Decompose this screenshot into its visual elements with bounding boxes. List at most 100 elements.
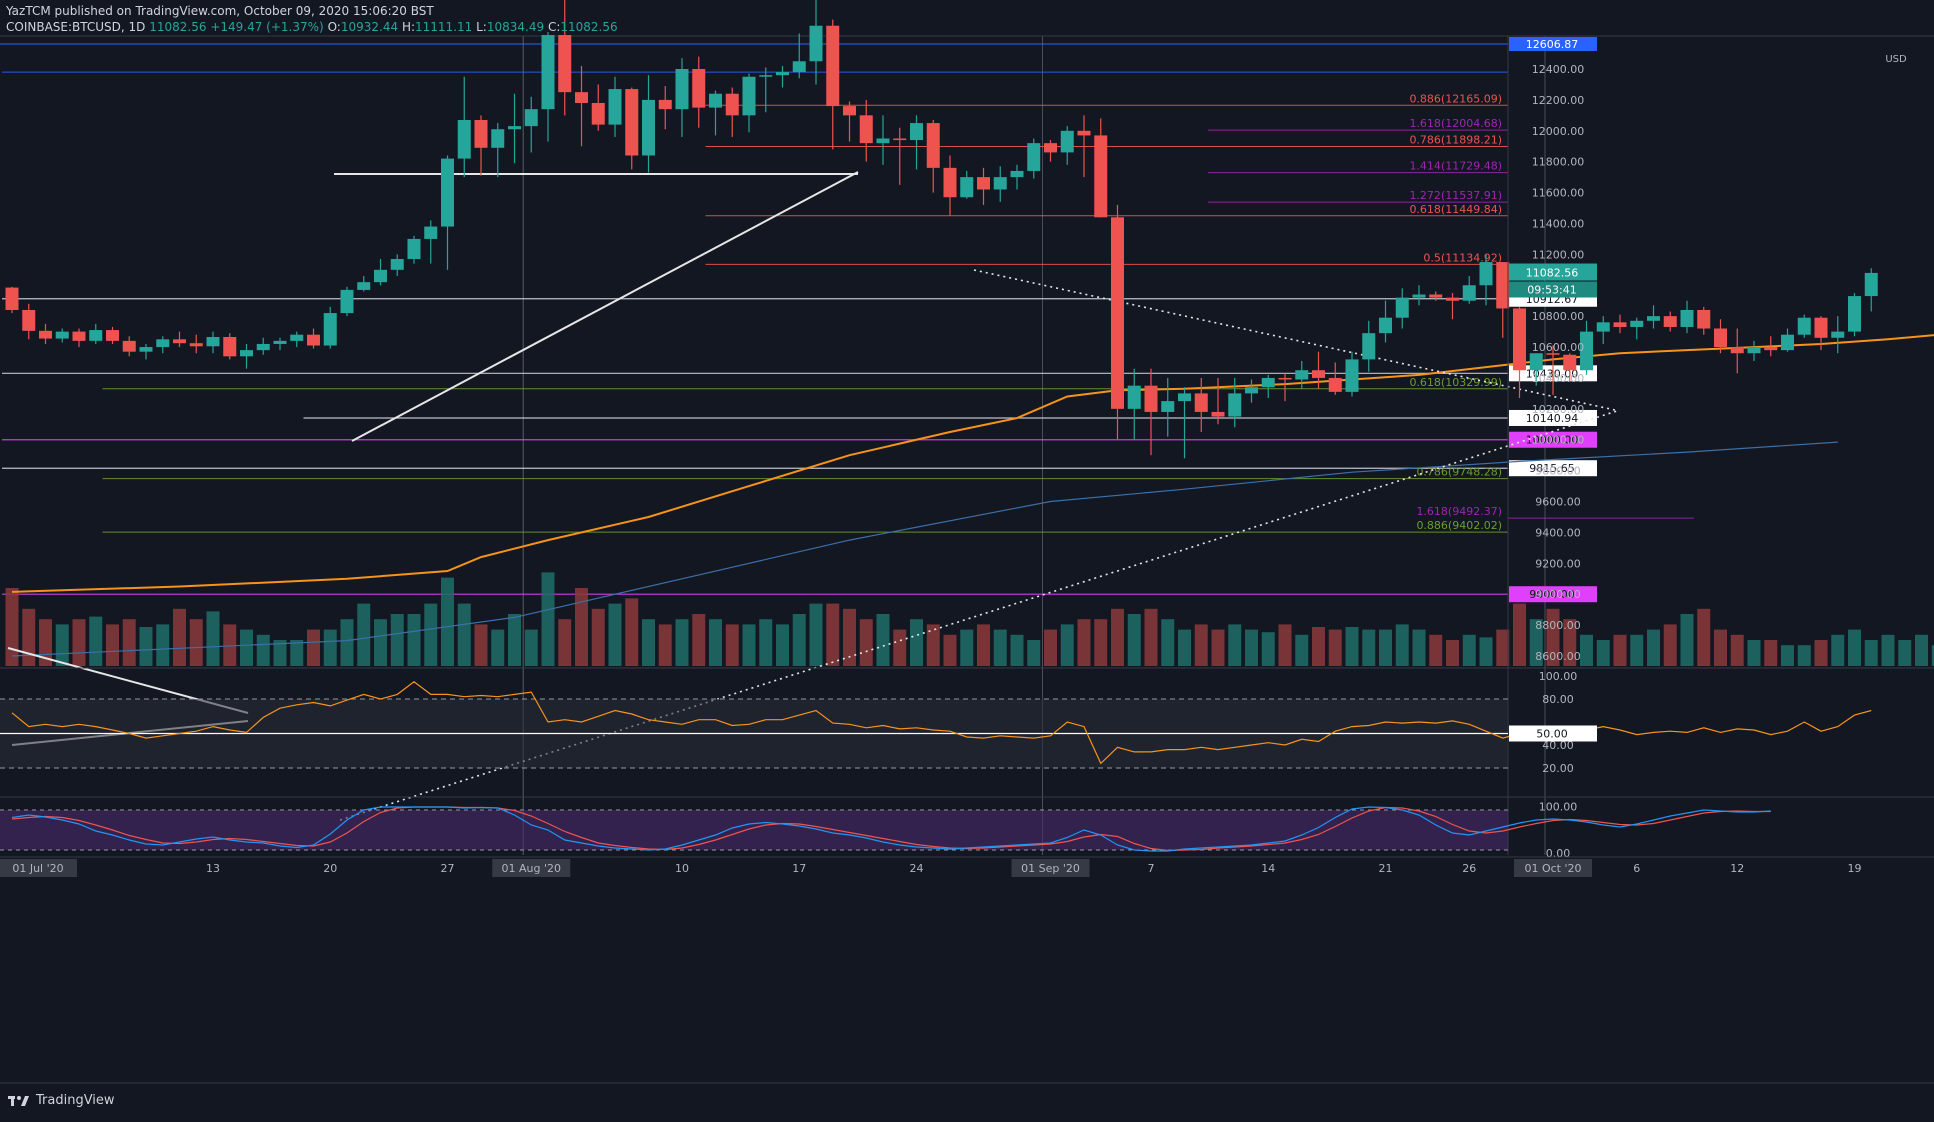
countdown-tag-label: 09:53:41 <box>1527 284 1576 297</box>
candle-body <box>307 334 320 346</box>
candle-body <box>843 106 856 116</box>
candle-body <box>273 340 287 344</box>
volume-bar <box>960 629 974 666</box>
candle-body <box>1529 353 1543 371</box>
candle-body <box>792 61 806 73</box>
low-value: 10834.49 <box>486 20 545 34</box>
candle-body <box>55 331 69 339</box>
price-tick-label: 9600.00 <box>1535 496 1581 509</box>
price-change: +149.47 (+1.37%) <box>210 20 324 34</box>
stoch-tick-label: 100.00 <box>1539 801 1578 814</box>
candle-body <box>859 115 873 144</box>
volume-bar <box>1312 627 1325 666</box>
volume-bar <box>491 629 505 666</box>
price-tick-label: 9800.00 <box>1535 465 1581 478</box>
range-price-tag-label: 12606.87 <box>1526 38 1579 51</box>
candle-body <box>558 35 572 93</box>
time-tick-label: 24 <box>910 862 924 875</box>
candle-body <box>1094 135 1108 218</box>
price-tick-label: 11600.00 <box>1532 187 1585 200</box>
volume-bar <box>1697 608 1711 666</box>
price-tick-label: 12000.00 <box>1532 125 1585 138</box>
candle-body <box>139 347 153 352</box>
candle-body <box>1479 262 1493 286</box>
candle-body <box>759 75 773 77</box>
candle-body <box>508 126 521 130</box>
volume-bar <box>1060 624 1074 666</box>
volume-bar <box>541 572 555 666</box>
symbol-label[interactable]: COINBASE:BTCUSD, 1D <box>6 20 146 34</box>
volume-bar <box>1395 624 1409 666</box>
candle-body <box>1412 294 1426 298</box>
candle-body <box>1161 401 1175 412</box>
volume-bar <box>474 624 488 666</box>
stoch-rsi-pane: 100.00 0.00 <box>0 796 1934 860</box>
last-price-tag <box>1509 263 1597 281</box>
candle-body <box>608 89 622 125</box>
candle-body <box>156 339 170 348</box>
ma-blue-line <box>11 441 1838 657</box>
candle-body <box>1831 331 1845 338</box>
volume-bar <box>1345 627 1359 666</box>
countdown-tag <box>1509 281 1597 298</box>
time-tag-box <box>1011 859 1090 877</box>
price-tick-label: 8600.00 <box>1535 650 1581 663</box>
candle-body <box>1144 385 1158 412</box>
fib-level-label: 1.618(12004.68) <box>1409 117 1502 130</box>
volume-bar <box>1010 634 1024 666</box>
volume-bar <box>575 588 588 666</box>
candle-body <box>943 167 957 198</box>
volume-bar <box>139 627 153 666</box>
volume-bar <box>1027 640 1041 666</box>
volume-bar <box>189 619 203 666</box>
time-tick-label: 01 Sep '20 <box>1021 862 1080 875</box>
time-tick-label: 10 <box>675 862 689 875</box>
volume-bar <box>742 624 756 666</box>
volume-bar <box>173 608 186 666</box>
candle-body <box>1714 328 1727 348</box>
candle-body <box>1328 377 1342 392</box>
volume-bar <box>1814 640 1828 666</box>
volume-bar <box>1797 645 1811 666</box>
volume-bar <box>1161 619 1175 666</box>
candle-body <box>1680 309 1694 327</box>
candle-body <box>1245 387 1258 394</box>
candle-body <box>474 119 488 148</box>
time-tag-box <box>0 859 77 877</box>
volume-bar <box>843 608 856 666</box>
candle-body <box>1730 347 1744 354</box>
candle-body <box>22 309 36 331</box>
fib-level-label: 0.618(11449.84) <box>1409 203 1502 216</box>
level-price-label: 9815.65 <box>1529 462 1575 475</box>
candle-body <box>1044 143 1057 153</box>
volume-bar <box>1245 629 1258 666</box>
open-value: 10932.44 <box>340 20 399 34</box>
candle-body <box>742 76 756 116</box>
candle-body <box>575 92 588 103</box>
volume-bar <box>910 619 923 666</box>
stoch-tick-label: 0.00 <box>1546 847 1571 860</box>
candle-body <box>625 89 639 156</box>
candle-body <box>1781 334 1794 351</box>
ohlc-header: COINBASE:BTCUSD, 1D 11082.56 +149.47 (+1… <box>6 20 618 34</box>
volume-bar <box>1328 629 1342 666</box>
long-ascending-trendline <box>339 409 1621 821</box>
candle-body <box>1178 393 1191 402</box>
tradingview-brand[interactable]: TradingView <box>8 1093 115 1108</box>
candle-body <box>256 343 270 351</box>
rsi-tick-label: 20.00 <box>1542 762 1574 775</box>
volume-bar <box>156 624 170 666</box>
candle-body <box>1446 297 1459 301</box>
high-value: 11111.11 <box>415 20 473 34</box>
volume-bar <box>625 598 639 666</box>
candle-body <box>1211 411 1225 417</box>
candle-body <box>1747 347 1761 354</box>
volume-bar <box>1630 634 1644 666</box>
candle-body <box>1228 393 1242 417</box>
price-tick-label: 11400.00 <box>1532 217 1585 230</box>
volume-bar <box>1647 629 1660 666</box>
candle-body <box>122 340 136 352</box>
